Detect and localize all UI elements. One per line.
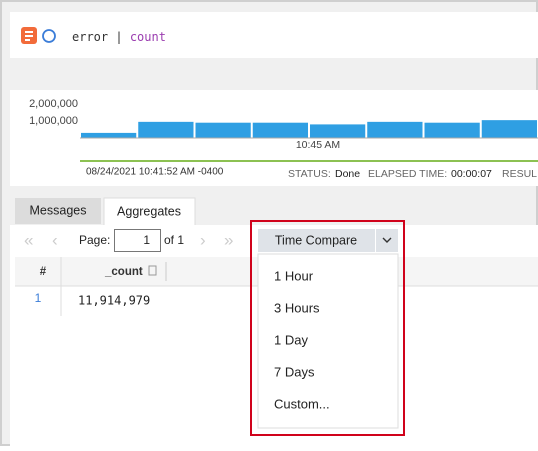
highlight-box [250, 220, 405, 436]
y-tick-label: 1,000,000 [29, 115, 78, 127]
last-page[interactable]: » [224, 230, 233, 249]
next-page[interactable]: › [200, 230, 206, 249]
bar [252, 122, 308, 138]
tab-label[interactable]: Messages [30, 203, 87, 217]
menu-option[interactable]: 1 Day [274, 332, 308, 347]
header-cell: # [40, 266, 47, 278]
query-keyword: error [72, 30, 108, 44]
page-label: Page: [79, 233, 110, 247]
query[interactable]: error | count [72, 30, 166, 44]
menu-option[interactable]: 3 Hours [274, 300, 320, 315]
first-page[interactable]: « [24, 230, 33, 249]
status: Done [335, 168, 360, 180]
time-label: 10:45 AM [296, 139, 340, 151]
chevron [382, 237, 392, 243]
bar [424, 122, 480, 138]
bar [481, 120, 537, 138]
page-number[interactable]: 1 [143, 233, 150, 247]
timestamp: 08/24/2021 10:41:52 AM -0400 [86, 167, 224, 178]
menu-option[interactable]: 7 Days [274, 364, 315, 379]
elapsed-label: ELAPSED TIME: [368, 168, 447, 180]
elapsed: 00:00:07 [451, 168, 492, 180]
header-cell[interactable]: _count [104, 266, 143, 278]
results-label: RESUL [502, 168, 537, 180]
copy-icon[interactable] [148, 265, 157, 276]
bar [81, 132, 137, 138]
prev-page[interactable]: ‹ [52, 230, 58, 249]
bar [195, 122, 251, 138]
time-compare-label[interactable]: Time Compare [275, 233, 357, 247]
search-bar[interactable] [10, 12, 538, 58]
history-icon[interactable] [42, 29, 56, 43]
menu-option[interactable]: 1 Hour [274, 268, 314, 283]
menu-option[interactable]: Custom... [274, 396, 330, 411]
page-of: of 1 [164, 233, 184, 247]
row-number: 1 [35, 291, 42, 305]
bar [310, 124, 366, 138]
tab-active[interactable] [103, 197, 196, 227]
query-pipe: | [115, 30, 122, 44]
page-input[interactable] [114, 229, 161, 252]
bar [138, 121, 194, 138]
histogram: 1,000,000 2,000,000 10:45 AM [29, 98, 538, 151]
tab-label[interactable]: Aggregates [117, 204, 181, 218]
tab[interactable] [15, 198, 101, 224]
query-operator: count [130, 30, 166, 44]
bar [367, 121, 423, 138]
status-label: STATUS: [288, 168, 331, 180]
y-tick-label: 2,000,000 [29, 98, 78, 110]
count-cell: 11,914,979 [78, 294, 150, 308]
dropdown-menu [257, 253, 399, 429]
menu-items: 1 Hour 3 Hours 1 Day 7 Days Custom... [274, 268, 330, 411]
time-compare-button[interactable] [258, 229, 375, 252]
dropdown-toggle[interactable] [376, 229, 398, 252]
